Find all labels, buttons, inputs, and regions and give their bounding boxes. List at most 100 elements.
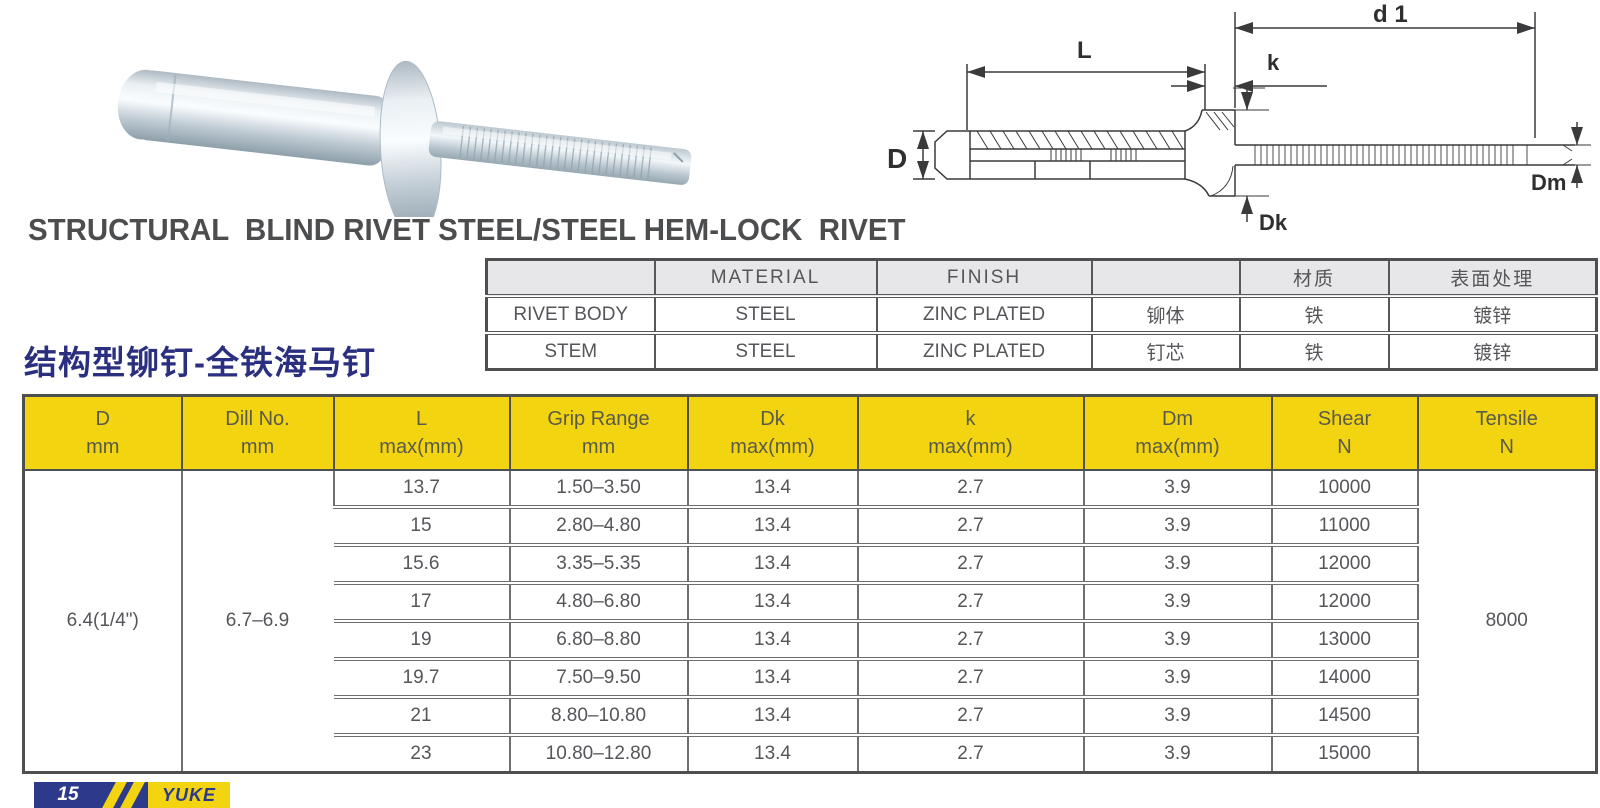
footer-brand-strip: 15 YUKE xyxy=(34,782,230,808)
spec-cell: 3.9 xyxy=(1082,543,1272,583)
spec-cell: 19.7 xyxy=(333,657,510,697)
spec-cell: 13.4 xyxy=(686,469,858,507)
dim-label-D: D xyxy=(887,143,907,174)
spec-header-dk: Dk max(mm) xyxy=(686,394,859,471)
spec-cell: 17 xyxy=(333,581,510,621)
material-header-cell-0 xyxy=(486,259,655,296)
material-cell: 镀锌 xyxy=(1387,294,1597,333)
cell-tensile: 8000 xyxy=(1416,469,1597,773)
material-header-cell-2: FINISH xyxy=(875,259,1092,296)
spec-cell: 4.80–6.80 xyxy=(508,581,688,621)
spec-cell: 11000 xyxy=(1270,505,1418,545)
page-number: 15 xyxy=(34,782,102,808)
chevrons-icon xyxy=(102,782,148,808)
material-cell: ZINC PLATED xyxy=(875,331,1092,370)
spec-cell: 2.80–4.80 xyxy=(508,505,688,545)
spec-cell: 3.9 xyxy=(1082,695,1272,735)
spec-cell: 7.50–9.50 xyxy=(508,657,688,697)
material-header-cell-5: 表面处理 xyxy=(1387,259,1597,296)
subtitle-chinese: 结构型铆钉-全铁海马钉 xyxy=(24,344,376,381)
spec-cell: 14500 xyxy=(1270,695,1418,735)
spec-cell: 13.4 xyxy=(686,619,858,659)
dim-label-L: L xyxy=(1077,37,1092,64)
spec-cell: 21 xyxy=(333,695,510,735)
table-row: RIVET BODY STEEL ZINC PLATED 铆体铁镀锌 xyxy=(486,294,1597,333)
material-header-cell-3 xyxy=(1090,259,1240,296)
material-table: MATERIAL FINISH 材质 表面处理 RIVET BODY STEEL ZINC… xyxy=(485,258,1598,371)
spec-cell: 2.7 xyxy=(856,505,1084,545)
spec-cell: 10000 xyxy=(1270,469,1418,507)
material-cell: 铆体 xyxy=(1090,294,1240,333)
spec-cell: 13.7 xyxy=(332,469,510,507)
material-cell: 铁 xyxy=(1238,331,1389,370)
cell-d-mm: 6.4(1/4") xyxy=(23,469,182,773)
spec-cell: 23 xyxy=(333,733,510,773)
spec-cell: 3.9 xyxy=(1082,505,1272,545)
table-row: STEM STEEL ZINC PLATED 钉芯铁镀锌 xyxy=(486,331,1597,370)
spec-cell: 13.4 xyxy=(686,695,858,735)
material-cell: RIVET BODY xyxy=(486,294,655,333)
table-row: 21 8.80–10.80 13.4 2.7 3.9 14500 xyxy=(24,695,1597,735)
rivet-diagram-image: L d 1 k D xyxy=(887,1,1591,235)
cell-dill-no: 6.7–6.9 xyxy=(180,469,334,773)
table-row: 15 2.80–4.80 13.4 2.7 3.9 11000 xyxy=(24,505,1597,545)
material-cell: 镀锌 xyxy=(1387,331,1597,370)
spec-cell: 13.4 xyxy=(686,581,858,621)
spec-header-shear: Shear N xyxy=(1270,394,1419,471)
material-cell: 铁 xyxy=(1238,294,1389,333)
spec-cell: 15.6 xyxy=(333,543,510,583)
material-cell: ZINC PLATED xyxy=(875,294,1092,333)
spec-cell: 3.9 xyxy=(1082,581,1272,621)
spec-cell: 3.9 xyxy=(1082,733,1272,773)
spec-cell: 3.35–5.35 xyxy=(508,543,688,583)
spec-cell: 3.9 xyxy=(1082,657,1272,697)
rivet-photo-image xyxy=(117,60,692,238)
spec-cell: 2.7 xyxy=(856,469,1084,507)
spec-header-dill-no: Dill No. mm xyxy=(180,394,335,471)
table-row: 17 4.80–6.80 13.4 2.7 3.9 12000 xyxy=(24,581,1597,621)
spec-cell: 2.7 xyxy=(856,733,1084,773)
dim-label-d1: d 1 xyxy=(1373,1,1408,28)
spec-cell: 3.9 xyxy=(1082,469,1272,507)
rivet-photo xyxy=(95,22,710,238)
material-cell: 钉芯 xyxy=(1090,331,1240,370)
table-row: 15.6 3.35–5.35 13.4 2.7 3.9 12000 xyxy=(24,543,1597,583)
dim-label-Dk: Dk xyxy=(1259,210,1288,235)
spec-cell: 13000 xyxy=(1270,619,1418,659)
spec-cell: 19 xyxy=(333,619,510,659)
spec-header-dm: Dm max(mm) xyxy=(1082,394,1273,471)
spec-cell: 15 xyxy=(333,505,510,545)
dim-label-Dm: Dm xyxy=(1531,170,1566,195)
spec-cell: 14000 xyxy=(1270,657,1418,697)
spec-cell: 13.4 xyxy=(686,733,858,773)
spec-header-grip: Grip Range mm xyxy=(508,394,689,471)
material-cell: STEEL xyxy=(653,331,877,370)
spec-cell: 10.80–12.80 xyxy=(508,733,688,773)
dim-label-k: k xyxy=(1267,50,1280,75)
spec-cell: 2.7 xyxy=(856,695,1084,735)
spec-cell: 2.7 xyxy=(856,543,1084,583)
spec-cell: 8.80–10.80 xyxy=(508,695,688,735)
spec-header-k: k max(mm) xyxy=(856,394,1085,471)
spec-cell: 3.9 xyxy=(1082,619,1272,659)
material-header-row: MATERIAL FINISH 材质 表面处理 xyxy=(486,259,1597,296)
table-row: 6.4(1/4") 6.7–6.9 13.7 1.50–3.50 13.4 2.7 3.9 1… xyxy=(23,469,1597,773)
spec-cell: 2.7 xyxy=(856,657,1084,697)
spec-cell: 12000 xyxy=(1270,581,1418,621)
spec-cell: 15000 xyxy=(1270,733,1418,773)
spec-cell: 1.50–3.50 xyxy=(508,469,688,507)
material-header-cell-1: MATERIAL xyxy=(653,259,877,296)
table-row: 23 10.80–12.80 13.4 2.7 3.9 15000 xyxy=(24,733,1597,773)
spec-header-tensile: Tensile N xyxy=(1416,394,1598,471)
material-header-cell-4: 材质 xyxy=(1238,259,1389,296)
spec-cell: 12000 xyxy=(1270,543,1418,583)
spec-cell: 6.80–8.80 xyxy=(508,619,688,659)
spec-cell: 2.7 xyxy=(856,581,1084,621)
spec-cell: 2.7 xyxy=(856,619,1084,659)
page-title: STRUCTURAL BLIND RIVET STEEL/STEEL HEM-L… xyxy=(28,212,906,247)
rivet-dimension-diagram: L d 1 k D xyxy=(875,0,1600,240)
